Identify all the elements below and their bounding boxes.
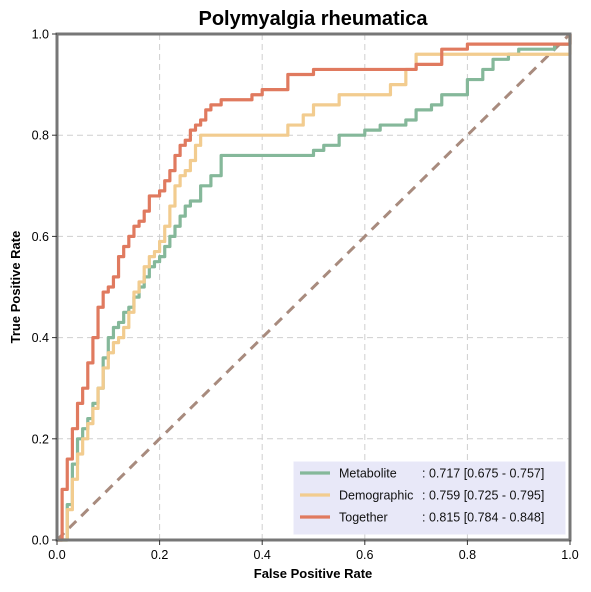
legend-label-together: Together [339,511,388,525]
x-tick-label: 1.0 [561,548,578,562]
legend-stats-demographic: : 0.759 [0.725 - 0.795] [422,489,544,503]
x-tick-label: 0.2 [151,548,168,562]
legend: Metabolite : 0.717 [0.675 - 0.757] Demogra… [293,461,566,535]
series-line-demographic [57,34,572,542]
x-tick-label: 0.0 [48,548,65,562]
x-ticks: 0.0 0.2 0.4 0.6 0.8 1.0 [48,540,579,562]
y-axis-label: True Positive Rate [8,231,23,344]
reference-line-group [55,32,572,542]
y-tick-label: 0.6 [32,230,49,244]
legend-box [293,461,566,535]
series-line-metabolite [57,34,572,542]
y-tick-label: 0.8 [32,129,49,143]
legend-stats-metabolite: : 0.717 [0.675 - 0.757] [422,467,544,481]
x-axis-label: False Positive Rate [254,566,373,581]
reference-line [55,32,572,542]
grid [57,34,570,540]
chart-title: Polymyalgia rheumatica [199,8,429,30]
series-group [57,34,572,542]
series-line-together [57,34,572,542]
y-tick-label: 1.0 [32,28,49,42]
y-ticks: 0.0 0.2 0.4 0.6 0.8 1.0 [32,28,57,548]
y-tick-label: 0.0 [32,534,49,548]
x-tick-label: 0.8 [459,548,476,562]
x-tick-label: 0.6 [356,548,373,562]
legend-stats-together: : 0.815 [0.784 - 0.848] [422,511,544,525]
x-tick-label: 0.4 [254,548,271,562]
legend-label-metabolite: Metabolite [339,467,397,481]
y-tick-label: 0.2 [32,432,49,446]
y-tick-label: 0.4 [32,331,49,345]
plot-frame [55,32,572,542]
legend-label-demographic: Demographic [339,489,413,503]
